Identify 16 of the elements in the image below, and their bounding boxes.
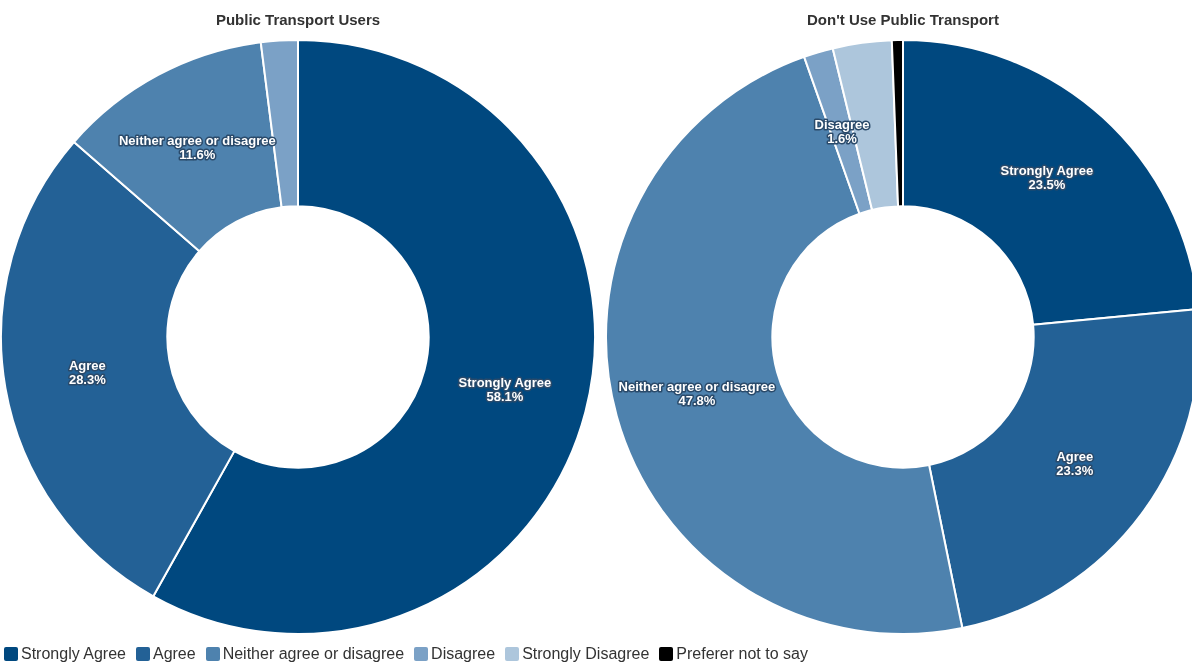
chart-title: Don't Use Public Transport: [807, 11, 999, 29]
data-label: 28.3%: [68, 372, 107, 388]
legend-label: Strongly Disagree: [522, 645, 650, 663]
legend-label: Preferer not to say: [676, 645, 808, 663]
legend-label: Strongly Agree: [21, 645, 126, 663]
legend-label: Neither agree or disagree: [222, 645, 405, 663]
slice-label: Strongly Agree: [458, 375, 552, 391]
legend-label: Agree: [152, 645, 196, 663]
slice-label: Agree: [68, 358, 106, 374]
data-label: 23.5%: [1028, 177, 1066, 193]
chart-title: Public Transport Users: [215, 11, 381, 29]
slice-label: Agree: [1056, 448, 1094, 464]
slice-label: Strongly Agree: [1000, 163, 1094, 179]
legend-label: Disagree: [431, 645, 496, 663]
data-label: 58.1%: [486, 389, 524, 405]
slice-label: Neither agree or disagree: [618, 378, 776, 394]
